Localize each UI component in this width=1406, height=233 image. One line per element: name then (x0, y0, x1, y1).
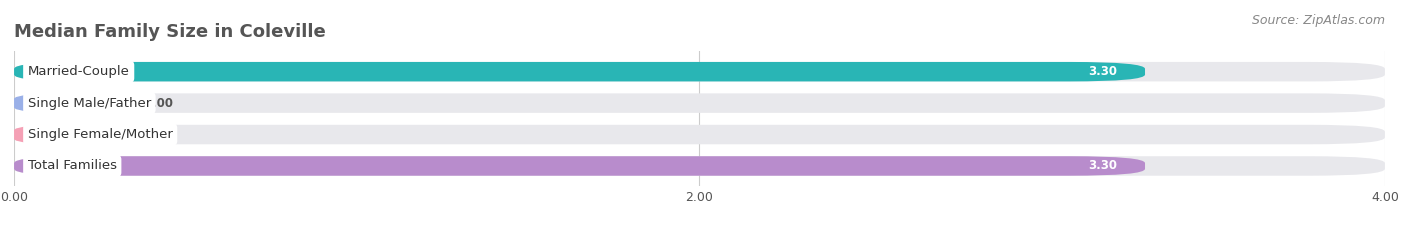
Text: Total Families: Total Families (28, 159, 117, 172)
FancyBboxPatch shape (14, 62, 1144, 81)
Text: Median Family Size in Coleville: Median Family Size in Coleville (14, 23, 326, 41)
Text: Single Female/Mother: Single Female/Mother (28, 128, 173, 141)
FancyBboxPatch shape (14, 93, 110, 113)
FancyBboxPatch shape (14, 125, 110, 144)
FancyBboxPatch shape (14, 62, 1385, 81)
Text: Married-Couple: Married-Couple (28, 65, 129, 78)
Text: 3.30: 3.30 (1088, 65, 1118, 78)
FancyBboxPatch shape (14, 156, 1144, 176)
Text: 0.00: 0.00 (145, 97, 173, 110)
FancyBboxPatch shape (14, 93, 1385, 113)
Text: Single Male/Father: Single Male/Father (28, 97, 150, 110)
FancyBboxPatch shape (14, 156, 1385, 176)
Text: 3.30: 3.30 (1088, 159, 1118, 172)
FancyBboxPatch shape (14, 125, 1385, 144)
Text: Source: ZipAtlas.com: Source: ZipAtlas.com (1251, 14, 1385, 27)
Text: 0.00: 0.00 (145, 128, 173, 141)
